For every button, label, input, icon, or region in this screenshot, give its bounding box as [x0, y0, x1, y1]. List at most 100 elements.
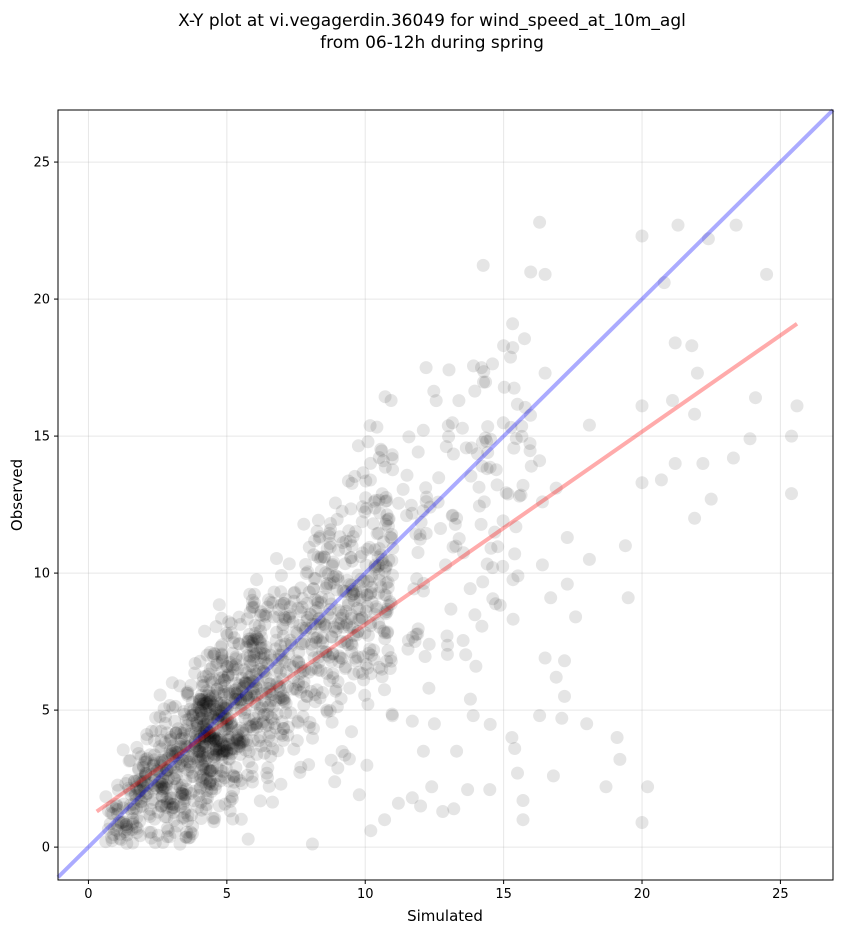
data-point [243, 676, 257, 690]
data-point [239, 676, 253, 690]
data-point [229, 692, 243, 706]
data-point [326, 558, 340, 571]
data-point [274, 727, 288, 741]
data-point [191, 719, 205, 733]
data-point [419, 526, 433, 540]
data-point [187, 703, 201, 717]
data-point [481, 446, 495, 459]
data-point [468, 384, 482, 398]
data-point [364, 586, 378, 600]
data-point [263, 682, 277, 696]
data-point [214, 698, 228, 712]
data-point [228, 683, 242, 697]
data-point [124, 787, 138, 801]
data-point [261, 708, 275, 721]
identity-line [56, 108, 835, 879]
data-point [240, 666, 253, 680]
data-point [214, 764, 228, 778]
data-point [472, 480, 486, 494]
data-point [729, 218, 743, 232]
data-point [123, 798, 137, 812]
data-point [158, 767, 172, 780]
data-point [311, 663, 325, 677]
data-point [353, 603, 367, 617]
data-point [319, 566, 333, 580]
data-point [367, 643, 381, 657]
data-point [266, 687, 280, 701]
data-point [282, 647, 296, 661]
data-point [193, 732, 207, 746]
data-point [357, 575, 371, 588]
data-point [404, 498, 418, 512]
data-point [312, 611, 326, 625]
data-point [265, 712, 279, 726]
data-point [291, 714, 305, 728]
data-point [480, 462, 494, 476]
data-point [496, 416, 510, 430]
data-point [200, 696, 214, 710]
data-point [246, 660, 260, 674]
data-point [199, 669, 213, 683]
data-point [356, 650, 370, 664]
data-point [130, 774, 144, 788]
data-point [253, 634, 267, 648]
data-point [216, 765, 230, 779]
data-point [157, 780, 171, 794]
data-point [342, 598, 355, 612]
data-point [252, 663, 266, 677]
data-point [380, 626, 394, 640]
data-point [376, 454, 390, 468]
data-point [122, 754, 136, 768]
data-point [358, 626, 372, 640]
data-point [180, 755, 194, 768]
data-point [245, 593, 259, 607]
data-point [263, 677, 277, 691]
data-point [120, 836, 134, 850]
data-point [379, 494, 392, 508]
data-point [194, 704, 208, 718]
grid-lines [58, 110, 833, 880]
data-point [179, 788, 193, 802]
data-point [441, 419, 455, 433]
data-point [244, 632, 258, 646]
data-point [182, 831, 196, 845]
data-point [296, 621, 310, 635]
data-point [560, 577, 574, 591]
data-point [201, 697, 215, 711]
data-point [153, 710, 167, 724]
data-point [170, 777, 184, 791]
data-point [276, 618, 290, 632]
data-point [218, 723, 232, 737]
data-point [477, 375, 490, 389]
data-point [263, 648, 277, 662]
data-point [138, 774, 152, 788]
data-point [621, 591, 635, 605]
data-point [345, 645, 359, 659]
data-point [481, 420, 495, 434]
data-point [161, 824, 175, 838]
data-point [379, 607, 393, 621]
data-point [351, 625, 365, 639]
data-point [331, 675, 345, 689]
data-point [148, 762, 162, 776]
data-point [213, 708, 226, 722]
data-point [205, 660, 219, 674]
data-point [238, 711, 252, 725]
data-point [240, 733, 254, 747]
data-point [209, 724, 223, 738]
data-point [356, 667, 370, 680]
data-point [242, 670, 256, 684]
data-point [137, 760, 150, 774]
data-point [240, 612, 254, 626]
data-point [518, 400, 532, 414]
data-point [335, 504, 349, 518]
data-point [122, 824, 136, 838]
data-point [483, 717, 497, 731]
data-point [344, 502, 358, 516]
data-point [163, 733, 177, 747]
data-point [213, 745, 227, 759]
data-point [158, 810, 172, 824]
data-point [378, 460, 392, 474]
data-point [130, 826, 144, 840]
data-point [226, 768, 240, 782]
